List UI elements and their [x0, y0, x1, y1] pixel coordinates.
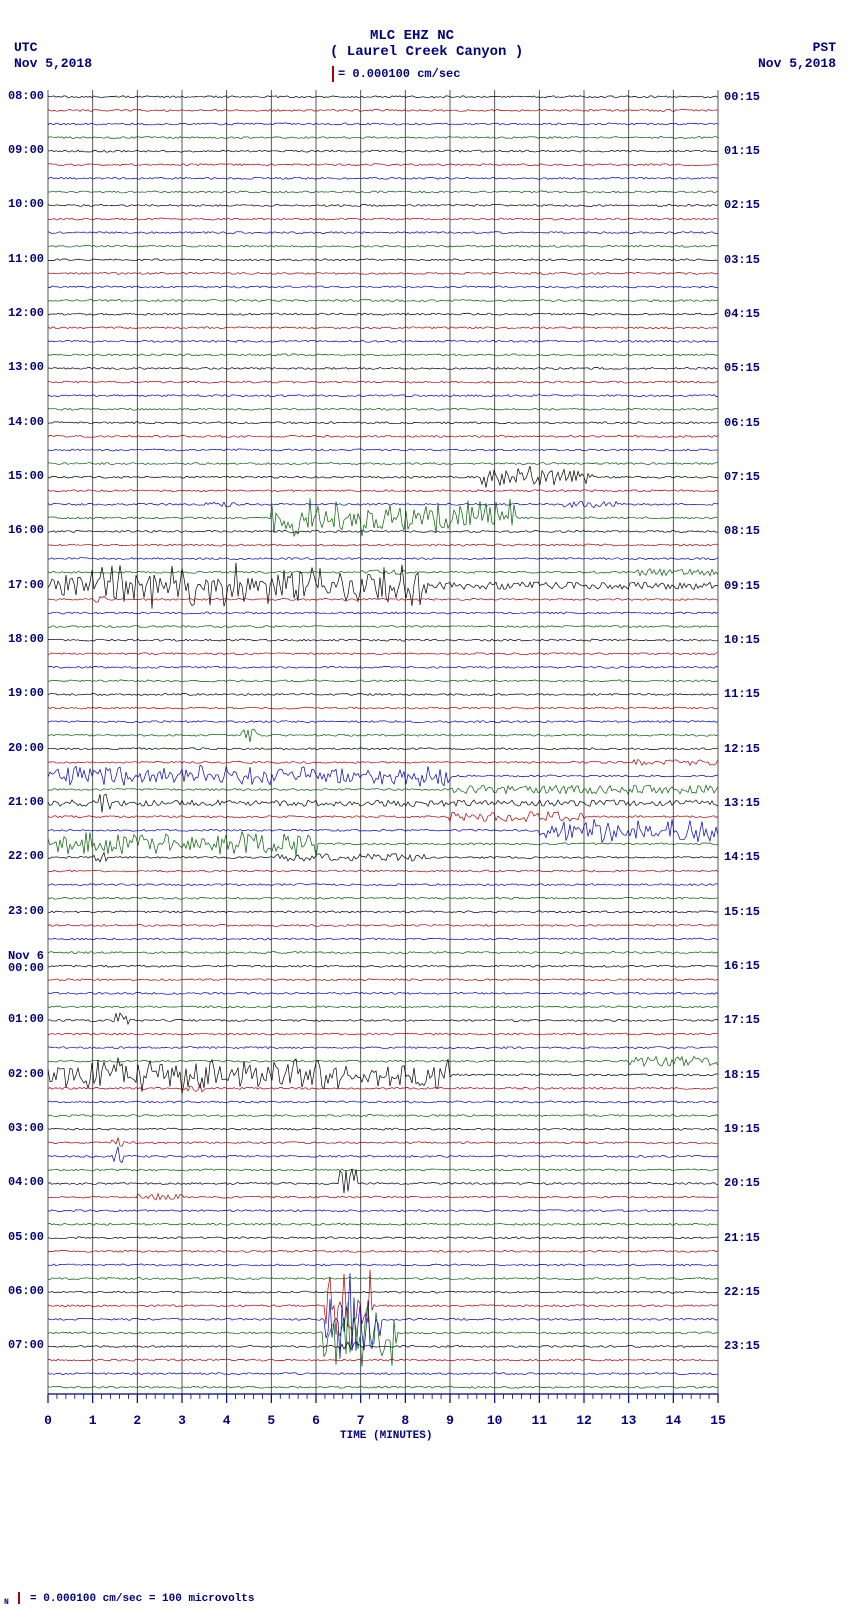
pst-time-label: 19:15: [724, 1122, 760, 1136]
pst-time-label: 15:15: [724, 905, 760, 919]
svg-text:11: 11: [532, 1413, 548, 1428]
utc-time-label: 11:00: [8, 253, 44, 265]
utc-time-label: 03:00: [8, 1122, 44, 1134]
svg-text:1: 1: [89, 1413, 97, 1428]
pst-time-label: 01:15: [724, 144, 760, 158]
pst-time-label: 16:15: [724, 959, 760, 973]
svg-text:12: 12: [576, 1413, 592, 1428]
pst-time-label: 07:15: [724, 470, 760, 484]
svg-text:7: 7: [357, 1413, 365, 1428]
pst-time-label: 20:15: [724, 1176, 760, 1190]
pst-time-label: 17:15: [724, 1013, 760, 1027]
pst-time-label: 14:15: [724, 850, 760, 864]
utc-time-label: 08:00: [8, 90, 44, 102]
pst-time-label: 22:15: [724, 1285, 760, 1299]
utc-time-label: 19:00: [8, 687, 44, 699]
svg-text:9: 9: [446, 1413, 454, 1428]
scale-tick-icon: [18, 1592, 20, 1604]
pst-time-label: 09:15: [724, 579, 760, 593]
x-axis-label: TIME (MINUTES): [340, 1430, 432, 1442]
footer-conversion: N = 0.000100 cm/sec = 100 microvolts: [4, 1592, 254, 1607]
svg-text:8: 8: [401, 1413, 409, 1428]
utc-time-label: Nov 600:00: [8, 950, 44, 974]
utc-time-label: 01:00: [8, 1013, 44, 1025]
svg-text:15: 15: [710, 1413, 726, 1428]
utc-time-label: 10:00: [8, 198, 44, 210]
pst-time-label: 02:15: [724, 198, 760, 212]
pst-time-label: 04:15: [724, 307, 760, 321]
utc-time-label: 02:00: [8, 1068, 44, 1080]
pst-time-label: 18:15: [724, 1068, 760, 1082]
utc-time-label: 16:00: [8, 524, 44, 536]
pst-time-label: 10:15: [724, 633, 760, 647]
svg-text:14: 14: [666, 1413, 682, 1428]
pst-time-label: 03:15: [724, 253, 760, 267]
svg-text:4: 4: [223, 1413, 231, 1428]
utc-time-label: 18:00: [8, 633, 44, 645]
utc-time-label: 21:00: [8, 796, 44, 808]
svg-text:5: 5: [267, 1413, 275, 1428]
svg-text:10: 10: [487, 1413, 503, 1428]
pst-time-label: 21:15: [724, 1231, 760, 1245]
utc-time-label: 04:00: [8, 1176, 44, 1188]
utc-time-label: 20:00: [8, 742, 44, 754]
utc-time-label: 05:00: [8, 1231, 44, 1243]
utc-time-label: 15:00: [8, 470, 44, 482]
utc-time-label: 09:00: [8, 144, 44, 156]
pst-time-label: 06:15: [724, 416, 760, 430]
utc-time-label: 07:00: [8, 1339, 44, 1351]
utc-time-label: 22:00: [8, 850, 44, 862]
svg-text:2: 2: [133, 1413, 141, 1428]
seismogram-container: MLC EHZ NC ( Laurel Creek Canyon ) UTC N…: [0, 0, 850, 1613]
utc-time-label: 17:00: [8, 579, 44, 591]
utc-time-label: 12:00: [8, 307, 44, 319]
svg-text:6: 6: [312, 1413, 320, 1428]
pst-time-label: 11:15: [724, 687, 760, 701]
utc-time-label: 14:00: [8, 416, 44, 428]
pst-time-label: 00:15: [724, 90, 760, 104]
pst-time-label: 13:15: [724, 796, 760, 810]
pst-time-label: 08:15: [724, 524, 760, 538]
pst-time-label: 05:15: [724, 361, 760, 375]
pst-time-label: 23:15: [724, 1339, 760, 1353]
svg-text:13: 13: [621, 1413, 637, 1428]
utc-time-label: 13:00: [8, 361, 44, 373]
svg-text:3: 3: [178, 1413, 186, 1428]
pst-time-label: 12:15: [724, 742, 760, 756]
footer-conversion-text: = 0.000100 cm/sec = 100 microvolts: [30, 1593, 254, 1605]
utc-time-label: 06:00: [8, 1285, 44, 1297]
svg-text:0: 0: [44, 1413, 52, 1428]
utc-time-label: 23:00: [8, 905, 44, 917]
